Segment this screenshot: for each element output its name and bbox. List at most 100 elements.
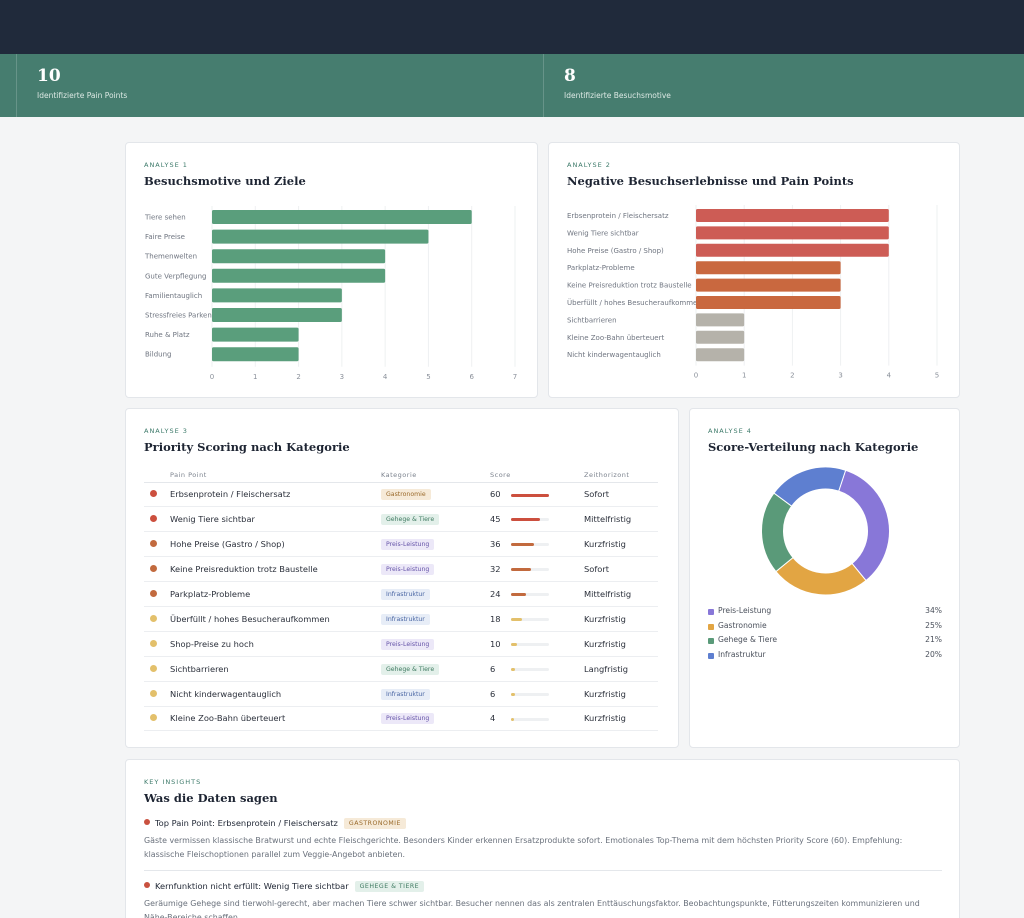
score-bar-track (511, 642, 549, 646)
legend-swatch (708, 638, 714, 645)
priority-dot-cell (144, 581, 170, 607)
priority-dot (150, 565, 157, 573)
category-label: Tiere sehen (144, 214, 186, 222)
legend-percent: 34% (925, 606, 942, 615)
priority-dot-cell (144, 631, 170, 657)
category-badge: Preis-Leistung (381, 564, 435, 576)
table-header-row: Pain Point Kategorie Score Zeithorizont (144, 469, 658, 483)
bar (696, 330, 745, 344)
bar (212, 288, 342, 303)
x-tick-label: 4 (383, 373, 388, 381)
priority-dot (150, 689, 157, 697)
donut-legend: Preis-Leistung 34% Gastronomie 25% Gehege & … (708, 605, 942, 663)
score-cell: 45 (490, 506, 584, 533)
score-bar-track (511, 593, 549, 597)
x-tick-label: 1 (742, 372, 746, 380)
kpi-value: 8 (564, 66, 576, 86)
card-title: Score-Verteilung nach Kategorie (708, 440, 919, 454)
kpi-pain-points: 10 Identifizierte Pain Points (16, 54, 543, 117)
zeithorizont: Sofort (584, 556, 658, 583)
score-bar-track (511, 493, 549, 497)
insight-headline-row: Top Pain Point: Erbsenprotein / Fleische… (144, 818, 942, 832)
priority-dot (150, 664, 157, 672)
priority-dot-cell (144, 606, 170, 632)
card-title: Besuchsmotive und Ziele (144, 174, 306, 188)
donut-slice (773, 466, 847, 507)
category-label: Faire Preise (145, 233, 185, 241)
table-row: Erbsenprotein / Fleischersatz Gastronomie… (144, 482, 658, 508)
category-label: Sichtbarrieren (567, 316, 617, 324)
column-header-pain-point: Pain Point (170, 469, 381, 483)
x-tick-label: 5 (935, 372, 939, 380)
category-label: Gute Verpflegung (145, 272, 207, 280)
category-badge: Preis-Leistung (381, 638, 435, 650)
card-eyebrow: Key Insights (144, 778, 202, 786)
zeithorizont: Kurzfristig (584, 631, 658, 657)
bar (696, 278, 841, 292)
table-row: Keine Preisreduktion trotz Baustelle Prei… (144, 556, 658, 583)
card-key-insights: Key Insights Was die Daten sagen Top Pai… (125, 759, 960, 918)
legend-percent: 20% (925, 649, 942, 659)
category-cell: Gehege & Tiere (381, 506, 490, 533)
category-label: Keine Preisreduktion trotz Baustelle (567, 282, 692, 290)
legend-percent: 21% (925, 635, 942, 645)
score-cell: 4 (490, 706, 584, 732)
category-cell: Preis-Leistung (381, 556, 490, 583)
table-row: Nicht kinderwagentauglich Infrastruktur 6 K… (144, 681, 658, 707)
card-title: Negative Besuchserlebnisse und Pain Poin… (567, 174, 854, 188)
pain-point-name: Überfüllt / hohes Besucheraufkommen (170, 606, 381, 632)
category-cell: Gehege & Tiere (381, 656, 490, 682)
legend-label: Gastronomie (718, 620, 767, 630)
table-row: Wenig Tiere sichtbar Gehege & Tiere 45 Mitt… (144, 506, 658, 533)
card-pain-points: Analyse 2 Negative Besuchserlebnisse und… (548, 142, 960, 398)
kpi-label: Identifizierte Pain Points (37, 91, 128, 100)
bar (696, 313, 745, 327)
priority-dot-cell (144, 556, 170, 583)
priority-dot (150, 614, 157, 622)
x-tick-label: 3 (838, 372, 842, 380)
insight-headline: Kernfunktion nicht erfüllt: Wenig Tiere … (155, 881, 349, 891)
score-bar-track (511, 692, 549, 696)
bar (212, 347, 299, 362)
score-bar-track (511, 518, 549, 522)
x-tick-label: 1 (253, 373, 257, 381)
priority-dot (150, 515, 157, 523)
category-badge: Gastronomie (381, 489, 431, 501)
top-navigation-bar (0, 0, 1024, 54)
insight-headline-row: Kernfunktion nicht erfüllt: Wenig Tiere … (144, 881, 942, 895)
score-value: 6 (490, 688, 496, 699)
score-value: 10 (490, 638, 501, 649)
insight-item: Top Pain Point: Erbsenprotein / Fleische… (144, 818, 942, 862)
score-value: 60 (490, 489, 501, 500)
category-label: Ruhe & Platz (145, 331, 190, 339)
x-tick-label: 5 (426, 373, 430, 381)
table-row: Shop-Preise zu hoch Preis-Leistung 10 Kurzf… (144, 631, 658, 657)
category-label: Wenig Tiere sichtbar (567, 229, 639, 237)
donut-slice (838, 469, 890, 582)
card-eyebrow: Analyse 3 (144, 427, 188, 435)
score-bar (511, 493, 549, 497)
pain-point-name: Sichtbarrieren (170, 656, 381, 682)
kpi-bar: 10 Identifizierte Pain Points 8 Identifi… (0, 54, 1024, 117)
priority-dot-cell (144, 506, 170, 533)
column-header-zeithorizont: Zeithorizont (584, 469, 658, 483)
card-title: Priority Scoring nach Kategorie (144, 440, 350, 454)
pain-point-name: Parkplatz-Probleme (170, 581, 381, 607)
priority-dot (150, 590, 157, 597)
bar-chart-pain-points: 0 1 2 3 4 5 Erbsenprotein / Fleischersatz Wenig… (567, 205, 939, 380)
legend-item: Gehege & Tiere 21% (708, 634, 942, 649)
dot-header (144, 469, 170, 483)
score-bar (511, 518, 540, 522)
score-bar-track (511, 617, 549, 621)
score-bar (511, 642, 518, 646)
score-cell: 36 (490, 531, 584, 558)
bar (212, 229, 429, 244)
score-bar (511, 543, 534, 547)
bar (212, 210, 472, 224)
score-value: 45 (490, 514, 501, 525)
pain-point-name: Keine Preisreduktion trotz Baustelle (170, 556, 381, 583)
bar-chart-besuchsmotive: 0 1 2 3 4 5 6 7 Tiere sehen Faire Preise Themenwel… (144, 206, 517, 381)
priority-dot (150, 639, 157, 647)
table-row: Sichtbarrieren Gehege & Tiere 6 Langfristig (144, 656, 658, 682)
zeithorizont: Kurzfristig (584, 531, 658, 558)
